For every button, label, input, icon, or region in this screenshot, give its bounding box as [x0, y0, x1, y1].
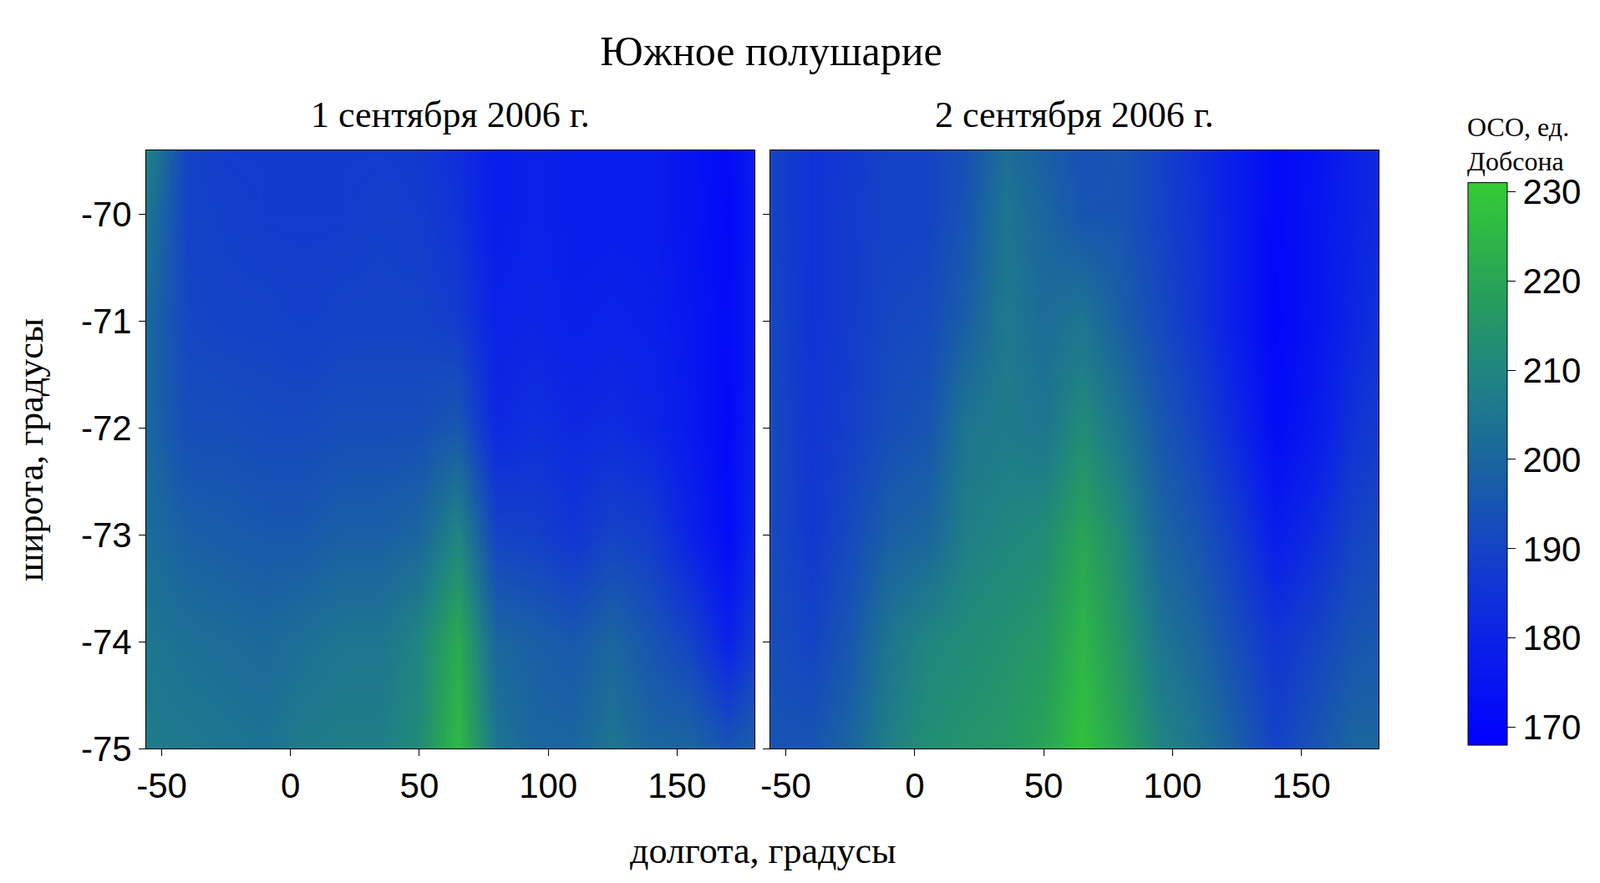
svg-text:220: 220 — [1522, 261, 1581, 301]
svg-text:-71: -71 — [81, 301, 133, 341]
svg-text:50: 50 — [400, 766, 440, 806]
svg-text:-50: -50 — [136, 766, 188, 806]
svg-text:широта, градусы: широта, градусы — [10, 318, 51, 582]
svg-text:180: 180 — [1522, 618, 1581, 658]
svg-text:210: 210 — [1522, 350, 1581, 391]
svg-text:-72: -72 — [81, 408, 133, 448]
svg-text:ОСО, ед.Добсона: ОСО, ед.Добсона — [1467, 111, 1570, 178]
svg-text:50: 50 — [1024, 766, 1064, 806]
svg-text:-70: -70 — [81, 194, 133, 234]
svg-text:Южное полушарие: Южное полушарие — [599, 27, 942, 75]
svg-text:1 сентября 2006 г.: 1 сентября 2006 г. — [310, 94, 590, 136]
svg-text:200: 200 — [1522, 440, 1581, 480]
svg-text:0: 0 — [280, 766, 300, 806]
svg-text:150: 150 — [647, 766, 707, 806]
svg-text:-74: -74 — [81, 622, 133, 662]
svg-text:-75: -75 — [81, 729, 133, 769]
svg-text:2 сентября 2006 г.: 2 сентября 2006 г. — [934, 94, 1214, 136]
svg-text:0: 0 — [904, 766, 925, 806]
svg-text:-50: -50 — [760, 766, 812, 806]
svg-text:-73: -73 — [81, 515, 133, 555]
svg-text:100: 100 — [1142, 766, 1202, 806]
svg-text:долгота, градусы: долгота, градусы — [629, 830, 896, 872]
svg-text:100: 100 — [518, 766, 578, 806]
svg-text:230: 230 — [1522, 172, 1581, 212]
svg-text:150: 150 — [1271, 766, 1331, 806]
svg-text:170: 170 — [1522, 707, 1581, 747]
svg-text:190: 190 — [1522, 529, 1581, 569]
